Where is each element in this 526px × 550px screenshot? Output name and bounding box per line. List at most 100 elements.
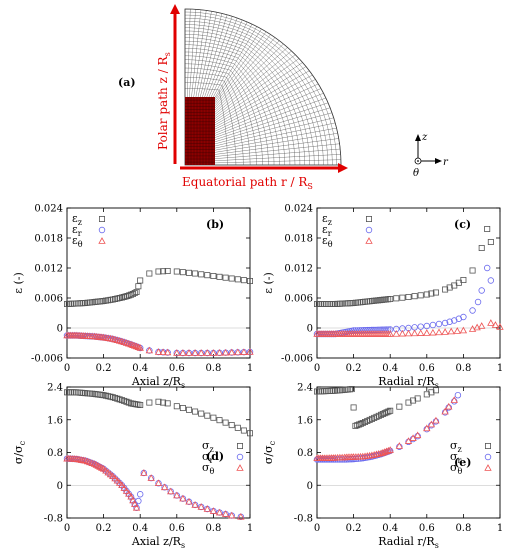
- theta-axis-label: θ: [413, 168, 419, 179]
- data-point: [423, 329, 431, 336]
- mesh-arc-line: [184, 11, 337, 166]
- y-axis-label-sub: c: [18, 440, 27, 445]
- data-point: [321, 300, 328, 307]
- data-point: [134, 343, 143, 351]
- legend-entry-sub: z: [78, 218, 82, 227]
- legend-entry-label: σr: [202, 450, 214, 465]
- legend-entry-main: ε: [72, 223, 78, 236]
- data-point: [386, 330, 394, 337]
- y-tick-label: 0.8: [297, 448, 313, 459]
- data-point: [496, 323, 504, 330]
- legend-entry-label: σz: [450, 439, 462, 454]
- data-point: [228, 348, 236, 356]
- series-z: [313, 225, 494, 307]
- data-point: [317, 300, 324, 307]
- mesh-arc-line: [185, 24, 319, 165]
- mesh-arc-line: [185, 21, 324, 166]
- data-point: [246, 430, 253, 437]
- polar-arrowhead: [170, 4, 180, 14]
- data-point: [410, 329, 419, 337]
- panel-label: (d): [206, 450, 224, 463]
- data-point: [228, 275, 235, 282]
- legend-entry-label: σθ: [450, 461, 463, 476]
- data-point: [216, 417, 223, 424]
- data-point: [427, 420, 436, 428]
- x-axis-label-sub: s: [181, 541, 185, 550]
- data-point: [209, 349, 218, 356]
- data-point: [352, 327, 359, 334]
- data-point: [374, 326, 382, 334]
- data-point: [360, 327, 367, 334]
- data-point: [321, 388, 328, 395]
- data-point: [155, 398, 162, 405]
- mesh-arc-line: [185, 44, 291, 165]
- data-point: [417, 329, 425, 336]
- data-point: [120, 484, 128, 491]
- data-point: [191, 501, 199, 508]
- data-point: [441, 319, 449, 327]
- data-point: [441, 407, 449, 415]
- data-point: [358, 327, 365, 334]
- data-point: [160, 268, 167, 275]
- data-point: [441, 409, 449, 416]
- data-point: [346, 300, 353, 307]
- x-tick-label: 0.2: [346, 523, 362, 534]
- equatorial-path-label: Equatorial path r / RS: [182, 175, 313, 191]
- y-tick-label: 0.8: [47, 448, 63, 459]
- legend-marker: [365, 237, 373, 244]
- data-point: [435, 328, 443, 336]
- data-point: [405, 438, 412, 446]
- legend-entry-main: ε: [322, 234, 328, 247]
- y-axis-label: ε (-): [12, 272, 25, 294]
- data-point: [469, 267, 476, 274]
- legend-entry-main: σ: [202, 439, 210, 452]
- data-point: [240, 277, 247, 284]
- series-theta: [63, 454, 245, 520]
- data-point: [453, 327, 461, 334]
- data-point: [192, 270, 199, 277]
- data-point: [356, 327, 363, 334]
- data-point: [210, 272, 217, 279]
- legend-marker: [99, 215, 106, 222]
- data-point: [133, 288, 140, 295]
- y-tick-label: 0: [57, 481, 63, 492]
- data-point: [147, 474, 155, 481]
- legend-entry-sub: r: [328, 229, 332, 238]
- data-point: [154, 348, 163, 355]
- legend-entry-sub: z: [458, 445, 462, 454]
- legend-marker: [484, 453, 492, 461]
- data-point: [417, 292, 424, 299]
- data-point: [221, 510, 230, 517]
- x-axis-label-text: Radial r/R: [378, 535, 435, 548]
- legend-marker: [236, 453, 244, 461]
- data-point: [411, 324, 418, 331]
- legend-entry-label: σz: [202, 439, 214, 454]
- legend-entry-sub: θ: [328, 240, 333, 249]
- series-z: [64, 267, 253, 307]
- r-axis-label: r: [443, 157, 449, 168]
- data-point: [131, 500, 139, 507]
- x-axis-label-sub: s: [181, 381, 185, 390]
- data-point: [468, 325, 477, 332]
- data-point: [109, 472, 117, 480]
- y-axis-label-text: σ/σ: [12, 445, 25, 464]
- data-point: [146, 399, 153, 406]
- data-point: [179, 405, 186, 412]
- data-point: [94, 462, 102, 469]
- x-tick-label: 0.2: [346, 363, 362, 374]
- data-point: [240, 427, 247, 434]
- x-tick-label: 0.4: [132, 363, 148, 374]
- equatorial-arrowhead: [338, 163, 348, 173]
- data-point: [432, 387, 439, 394]
- data-point: [414, 395, 421, 402]
- data-point: [317, 388, 324, 395]
- data-point: [323, 388, 330, 395]
- data-point: [432, 289, 439, 296]
- data-point: [215, 508, 224, 516]
- x-tick-label: 1: [247, 523, 253, 534]
- data-point: [67, 300, 74, 307]
- x-axis-label-sub: s: [435, 541, 439, 550]
